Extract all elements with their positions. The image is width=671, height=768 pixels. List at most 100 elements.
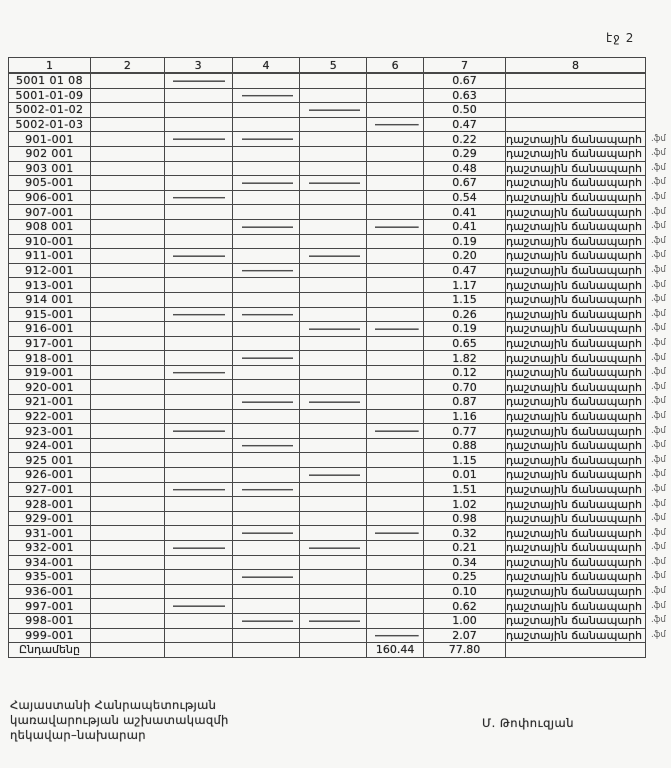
empty-cell [366,277,425,293]
empty-cell [231,233,301,250]
margin-mark: .ֆմ [650,556,666,567]
empty-cell [89,408,165,425]
land-type-cell: դաշտային ճանապարհ [504,496,646,512]
parcel-code-cell: 5002-01-02 [8,102,91,118]
land-type-cell: դաշտային ճանապարհ [504,379,646,396]
area-value-cell: 2.07 [423,627,506,644]
empty-cell [163,452,233,469]
empty-cell [89,569,165,585]
empty-cell [299,262,368,279]
parcel-code-cell: 929-001 [8,510,91,527]
empty-cell [366,423,425,439]
margin-spacer [645,58,670,74]
empty-cell [231,394,301,410]
empty-cell [163,72,233,89]
empty-cell [89,481,165,498]
table-row: 914 001 1.15 դաշտային ճանապարհ .ֆմ [8,291,671,308]
margin-mark [645,117,670,132]
signature-name: Մ. Թոփուզյան [482,716,574,730]
empty-cell [231,175,301,191]
area-value-cell: 1.51 [423,481,506,498]
table-row: 929-001 0.98 դաշտային ճանապարհ .ֆմ [8,510,671,527]
parcel-code-cell: 932-001 [8,540,91,556]
empty-cell [231,350,301,366]
parcel-code-cell: 910-001 [8,233,91,250]
empty-cell [163,423,233,439]
table-row: 901-001 0.22 դաշտային ճանապարհ .ֆմ [8,131,671,147]
empty-cell [299,569,368,585]
empty-cell [299,102,368,118]
margin-mark: .ֆմ [650,483,666,494]
empty-cell [89,87,165,104]
empty-cell [89,262,165,279]
empty-cell [163,175,233,191]
land-type-cell: դաշտային ճանապարհ [504,554,646,571]
empty-cell [366,496,425,512]
empty-cell [366,218,425,235]
empty-cell [366,569,425,585]
empty-cell [299,554,368,571]
parcel-code-cell: 907-001 [8,204,91,220]
empty-cell [231,467,301,483]
empty-cell [299,350,368,366]
land-type-cell: դաշտային ճանապարհ [504,306,646,323]
table-row: 921-001 0.87 դաշտային ճանապարհ .ֆմ [8,394,671,410]
empty-cell [366,350,425,366]
column-header-3: 3 [163,57,233,74]
empty-cell [366,612,425,629]
parcel-code-cell: 936-001 [8,583,91,600]
empty-cell [231,642,301,658]
table-row: 5002-01-02 0.50 [8,102,671,118]
empty-cell [231,306,301,323]
empty-cell [366,335,425,352]
area-value-cell: 0.87 [423,394,506,410]
empty-cell [89,598,165,614]
empty-cell [366,262,425,279]
parcel-code-cell: 908 001 [8,218,91,235]
empty-cell [231,452,301,469]
empty-cell [89,379,165,396]
empty-cell [231,262,301,279]
margin-mark: .ֆմ [650,177,666,188]
margin-mark: .ֆմ [650,571,666,582]
land-type-cell: դաշտային ճանապարհ [504,423,646,439]
empty-cell [231,102,301,118]
margin-mark: .ֆմ [650,308,666,319]
empty-cell [163,321,233,337]
empty-cell [231,540,301,556]
parcel-code-cell: 935-001 [8,569,91,585]
table-row: 913-001 1.17 դաշտային ճանապարհ .ֆմ [8,277,671,293]
empty-cell [163,160,233,177]
empty-cell [231,525,301,541]
table-row: 905-001 0.67 դաշտային ճանապարհ .ֆմ [8,175,671,191]
empty-cell [366,321,425,337]
empty-cell [163,394,233,410]
empty-cell [89,394,165,410]
empty-cell [89,306,165,323]
margin-mark: .ֆմ [650,192,666,203]
empty-cell [231,87,301,104]
empty-cell [89,335,165,352]
table-row: 917-001 0.65 դաշտային ճանապարհ .ֆմ [8,335,671,352]
empty-cell [366,72,425,89]
empty-cell [89,116,165,133]
empty-cell [231,569,301,585]
parcel-code-cell: 5001-01-09 [8,87,91,104]
parcel-code-cell: 916-001 [8,321,91,337]
empty-cell [163,218,233,235]
land-type-cell: դաշտային ճանապարհ [504,321,646,337]
area-value-cell: 0.34 [423,554,506,571]
margin-spacer [645,643,670,658]
empty-cell [299,525,368,541]
empty-cell [163,277,233,293]
empty-cell [231,321,301,337]
area-value-cell: 0.98 [423,510,506,527]
margin-mark: .ֆմ [650,600,666,611]
margin-mark: .ֆմ [650,279,666,290]
table-body: 5001 01 08 0.67 5001-01-09 0.63 5002-01-02 0.… [8,72,671,658]
empty-cell [89,525,165,541]
table-row: 997-001 0.62 դաշտային ճանապարհ .ֆմ [8,598,671,614]
